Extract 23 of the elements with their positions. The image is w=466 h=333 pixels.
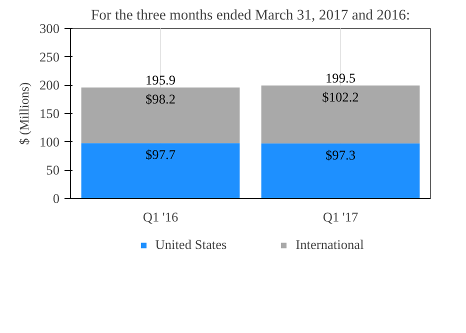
data-label: $97.7 <box>146 147 176 162</box>
legend-label: International <box>296 237 364 253</box>
y-axis-title: $ (Millions) <box>16 82 32 145</box>
data-label: $102.2 <box>322 89 359 104</box>
y-tick-label: 150 <box>40 106 60 121</box>
data-label: $97.3 <box>326 147 356 162</box>
y-tick-label: 250 <box>40 49 60 64</box>
x-tick-label: Q1 '16 <box>142 210 179 224</box>
y-tick-label: 200 <box>40 78 60 93</box>
y-tick-label: 100 <box>40 134 60 150</box>
data-label: $98.2 <box>146 91 176 106</box>
y-tick-label: 0 <box>52 191 60 206</box>
total-label: 199.5 <box>326 70 356 86</box>
bar <box>81 87 240 144</box>
chart-title: For the three months ended March 31, 2017 and 2016: <box>90 8 410 24</box>
bar <box>261 143 420 198</box>
x-tick-label: Q1 '17 <box>322 210 359 224</box>
bar <box>261 85 420 144</box>
total-label: 195.9 <box>146 72 176 88</box>
bar <box>81 143 240 198</box>
legend-label: United States <box>155 237 227 253</box>
y-tick-label: 300 <box>40 21 60 36</box>
y-tick-label: 50 <box>46 162 60 178</box>
